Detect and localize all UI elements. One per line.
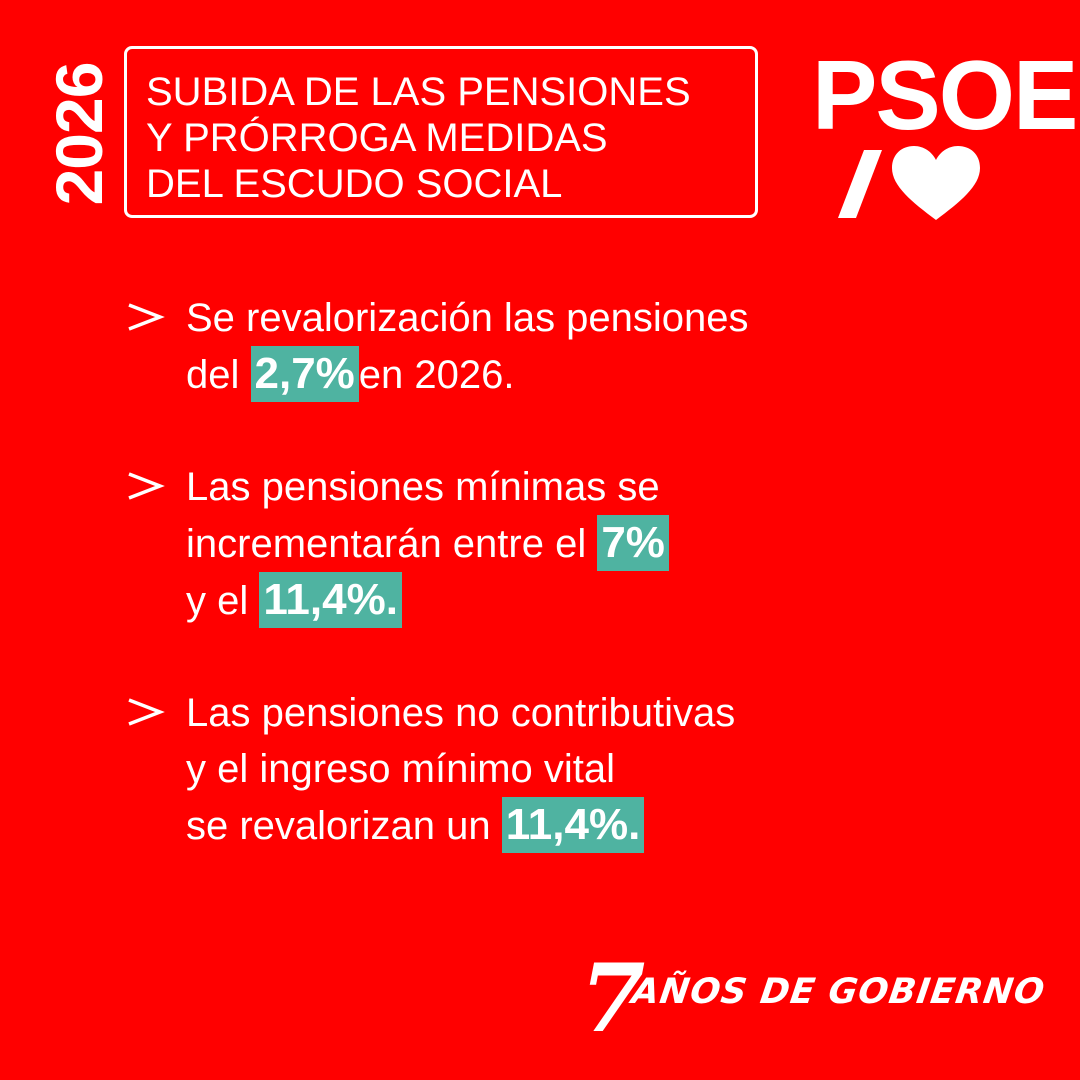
bullet-text: del (186, 353, 251, 397)
bullet-line: Las pensiones mínimas se (186, 465, 660, 509)
chevron-right-icon (128, 698, 165, 726)
title-line: SUBIDA DE LAS PENSIONES (146, 70, 691, 114)
footer-text: AÑOS DE GOBIERNO (629, 972, 1048, 1012)
highlight-value: 11,4%. (501, 797, 645, 853)
bullet-text: en 2026. (358, 353, 515, 397)
bullet-text: y el (186, 579, 260, 623)
title-line: DEL ESCUDO SOCIAL (146, 162, 563, 206)
title-box: SUBIDA DE LAS PENSIONES Y PRÓRROGA MEDID… (124, 46, 758, 218)
slash-heart-icon (838, 146, 980, 220)
bullet-line: incrementarán entre el 7% (186, 515, 1022, 572)
bullet-list: Se revalorización las pensiones del 2,7%… (122, 290, 1022, 910)
bullet-text: se revalorizan un (186, 804, 502, 848)
year-text: 2026 (42, 62, 116, 206)
footer-tagline: 7 AÑOS DE GOBIERNO (580, 952, 1048, 1046)
chevron-right-icon (128, 303, 165, 331)
logo-text: PSOE (812, 40, 1078, 150)
bullet-line: y el ingreso mínimo vital (186, 747, 616, 791)
year-label: 2026 (42, 46, 116, 222)
bullet-line: y el 11,4%. (186, 572, 1022, 629)
highlight-value: 7% (597, 515, 669, 571)
list-item: Se revalorización las pensiones del 2,7%… (122, 290, 1022, 403)
title-line: Y PRÓRROGA MEDIDAS (146, 116, 608, 160)
bullet-line: Se revalorización las pensiones (186, 296, 749, 340)
bullet-line: Las pensiones no contributivas (186, 691, 736, 735)
list-item: Las pensiones mínimas se incrementarán e… (122, 459, 1022, 629)
highlight-value: 2,7% (250, 346, 359, 402)
bullet-line: se revalorizan un 11,4%. (186, 797, 1022, 854)
list-item: Las pensiones no contributivas y el ingr… (122, 685, 1022, 854)
footer-number: 7 (580, 944, 646, 1054)
chevron-right-icon (128, 472, 165, 500)
psoe-logo: PSOE (812, 46, 1078, 220)
bullet-text: incrementarán entre el (186, 522, 598, 566)
bullet-line: del 2,7% en 2026. (186, 346, 1022, 403)
highlight-value: 11,4%. (259, 572, 402, 628)
